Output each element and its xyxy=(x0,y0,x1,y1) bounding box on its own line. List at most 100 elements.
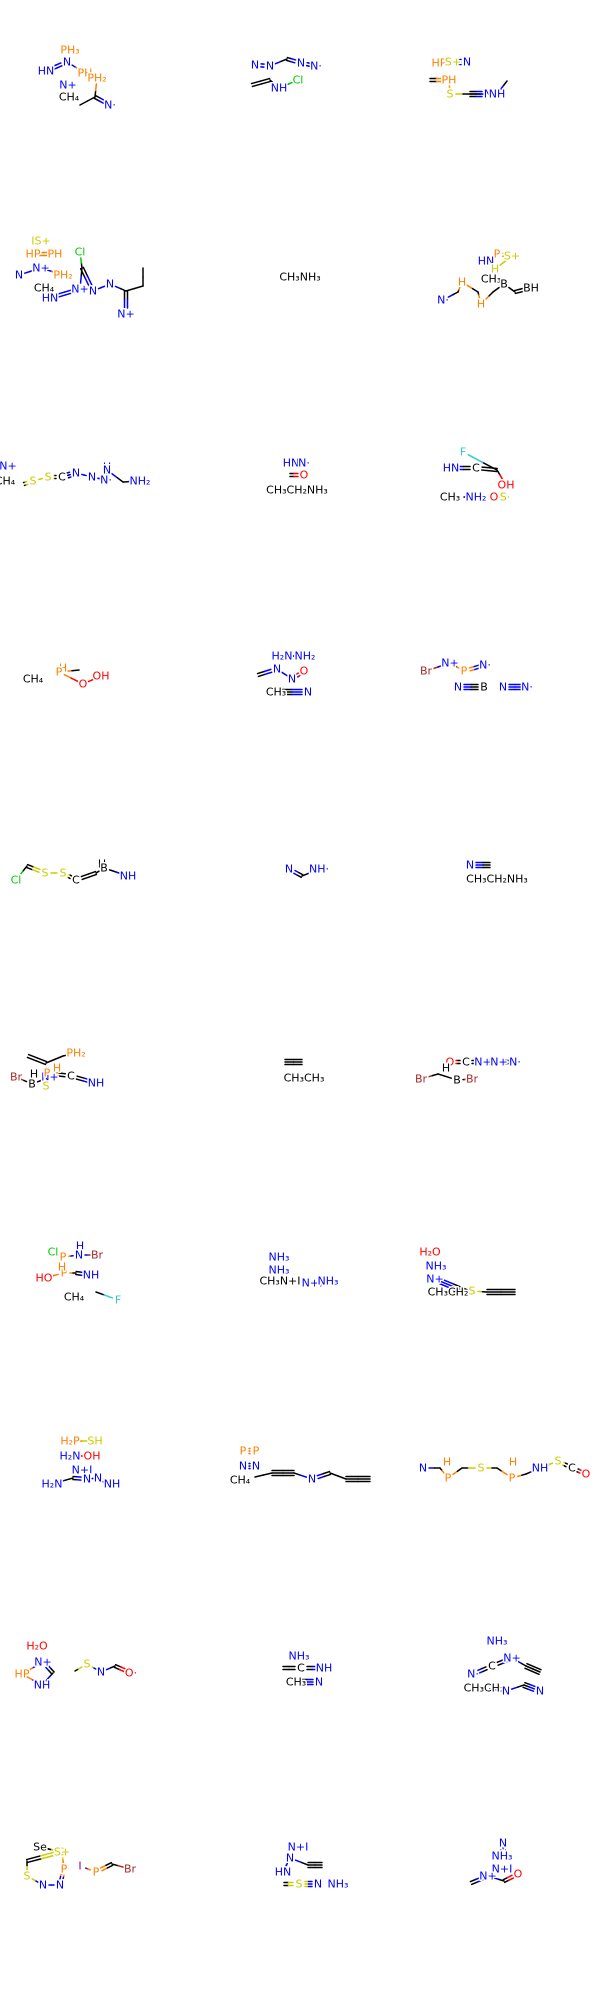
molecule-cell-20: NH₃ NH₃ CH₃N+I N+I NH₃ xyxy=(200,1200,400,1400)
atom-label: N xyxy=(499,1837,507,1850)
atom-label: C xyxy=(462,1056,470,1069)
bond-line xyxy=(511,289,516,293)
atom-label: NH₃ xyxy=(269,1251,290,1264)
atom-label: CH₄ xyxy=(0,475,16,488)
atom-label: N xyxy=(273,663,281,676)
atom-label: NH₃ xyxy=(289,1650,310,1663)
molecule-cell-21: H₂O NH₃ N+ CH₃CH₂ S xyxy=(400,1200,600,1400)
bond-line xyxy=(437,1073,446,1077)
atom-label: P xyxy=(56,666,63,679)
atom-label: Br xyxy=(91,1249,104,1262)
atom-label: H₂O xyxy=(419,1246,441,1259)
bond-line xyxy=(68,877,71,880)
bond-line xyxy=(517,1684,525,1688)
bond-line xyxy=(26,863,35,868)
bond-line xyxy=(55,294,67,299)
molecule-cell-5: CH₃NH₃ xyxy=(200,200,400,400)
atom-label: PH₂ xyxy=(66,1047,85,1060)
atom-label: CH₃ xyxy=(481,273,501,286)
atom-label: NH xyxy=(83,1269,100,1282)
bond-line xyxy=(116,477,124,483)
bond-line xyxy=(31,1678,38,1683)
atom-label: S xyxy=(60,867,67,880)
molecule-structure: HNN·O CH₃CH₂NH₃ xyxy=(265,455,330,498)
atom-label: S xyxy=(43,1080,50,1093)
atom-label: N xyxy=(314,1878,322,1891)
bond-line xyxy=(298,871,304,876)
bond-line xyxy=(75,1270,82,1273)
bond-line xyxy=(26,1056,38,1062)
atom-label: S xyxy=(469,1285,476,1298)
bond-line xyxy=(437,664,446,668)
bond-line xyxy=(45,1058,56,1064)
atom-label: CH₃CH₂ xyxy=(464,1682,505,1695)
atom-label: S xyxy=(30,475,37,488)
bond-line xyxy=(296,874,303,879)
molecule-structure: N NH· xyxy=(283,861,331,879)
bond-line xyxy=(25,866,34,871)
bond-line xyxy=(18,869,25,877)
bond-line xyxy=(71,64,77,69)
atom-label: N+ xyxy=(71,283,88,296)
bond-line xyxy=(316,1472,325,1477)
bond-line xyxy=(447,293,454,298)
atom-label: N xyxy=(499,1848,507,1861)
atom-label: NH· xyxy=(309,863,329,876)
molecule-cell-2: N N N N· NH Cl xyxy=(200,0,400,200)
atom-label: N+I xyxy=(288,1841,309,1854)
atom-label: N+I xyxy=(492,1863,513,1876)
bond-line xyxy=(533,1665,542,1671)
atom-label: N xyxy=(308,1473,316,1486)
bond-line xyxy=(289,60,296,64)
atom-label: NH₂ xyxy=(130,475,151,488)
bond-line xyxy=(426,1074,434,1079)
bond-line xyxy=(48,1669,53,1675)
bond-line xyxy=(259,77,271,82)
atom-label: N+ xyxy=(0,460,17,473)
molecule-structure: CH₃CH₃ xyxy=(282,1058,326,1086)
bond-line xyxy=(280,58,288,63)
bond-line xyxy=(482,1668,488,1673)
bond-line xyxy=(510,1686,519,1690)
atom-label: N· xyxy=(509,1056,521,1069)
bond-line xyxy=(256,670,265,675)
bond-line xyxy=(306,870,315,875)
atom-label: H xyxy=(509,1456,517,1469)
atom-label: P xyxy=(61,1863,68,1876)
atom-label: N· xyxy=(298,457,310,470)
bond-line xyxy=(53,1273,59,1277)
bond-line xyxy=(317,1475,326,1480)
atom-label: Br xyxy=(466,1073,479,1086)
atom-label: NH₃ xyxy=(487,1635,508,1648)
bond-line xyxy=(501,1660,508,1665)
atom-label: N+ xyxy=(426,1273,443,1286)
atom-label: N+ xyxy=(34,1656,51,1669)
atom-label: CH₄ xyxy=(23,673,44,686)
bond-line xyxy=(57,1479,67,1484)
bond-line xyxy=(110,1665,116,1669)
bond-line xyxy=(58,1075,66,1078)
bond-line xyxy=(254,1474,265,1478)
atom-label: Cl xyxy=(48,1246,59,1259)
molecule-cell-26: NH₃ C NH CH₃ N xyxy=(200,1600,400,1800)
atom-label: S xyxy=(296,1878,303,1891)
bond-line xyxy=(51,67,58,71)
bond-line xyxy=(40,1078,46,1082)
atom-label: N+ xyxy=(479,1870,496,1883)
atom-label: N xyxy=(315,1676,323,1689)
atom-label: H₂N xyxy=(42,1478,63,1491)
atom-label: H xyxy=(442,1062,450,1075)
atom-label: CH₃NH₃ xyxy=(279,271,320,284)
bond-line xyxy=(35,1060,47,1066)
bond-line xyxy=(506,1874,513,1879)
atom-label: H xyxy=(76,1240,84,1253)
bond-line xyxy=(525,1471,531,1475)
atom-label: N xyxy=(75,1249,83,1262)
atom-label: HN xyxy=(275,1866,292,1879)
bond-line xyxy=(45,1847,52,1851)
atom-label: HN xyxy=(283,457,300,470)
bond-line xyxy=(301,872,309,877)
atom-label: N xyxy=(89,285,97,298)
bond-line xyxy=(58,1072,66,1075)
